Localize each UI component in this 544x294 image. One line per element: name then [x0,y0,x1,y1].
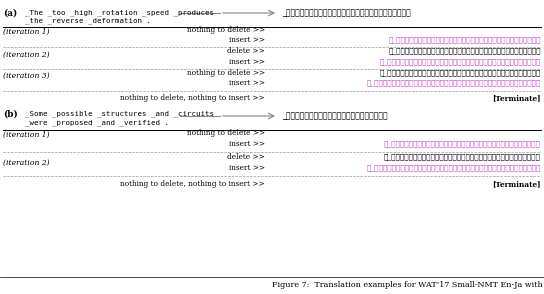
Text: insert >>: insert >> [229,36,265,44]
Text: 「_」「回転」「速度が」「すぎ」「ると」、「逆」「変形」「が生じる」「，」: 「_」「回転」「速度が」「すぎ」「ると」、「逆」「変形」「が生じる」「，」 [380,59,541,65]
Text: (iteration 2): (iteration 2) [3,159,50,167]
Text: nothing to delete >>: nothing to delete >> [187,129,265,137]
Text: 「_」「可能な」「構造」「回路」「回路」「を提案し」、「検証した」「，」: 「_」「可能な」「構造」「回路」「回路」「を提案し」、「検証した」「，」 [384,154,541,160]
Text: _The _too _high _rotation _speed _produces: _The _too _high _rotation _speed _produc… [25,9,214,16]
Text: 「_」「回転」「速度が」「高」「すぎ」「ると」、「逆」「変形」「が生じる」「，」: 「_」「回転」「速度が」「高」「すぎ」「ると」、「逆」「変形」「が生じる」「，」 [367,80,541,86]
Text: 「_」「可能な」「構造」「回路」「回路」「を提案し」、「検証した」「，」: 「_」「可能な」「構造」「回路」「回路」「を提案し」、「検証した」「，」 [384,141,541,147]
Text: Figure 7:  Translation examples for WAT’17 Small-NMT En-Ja with the Levenshtein : Figure 7: Translation examples for WAT’1… [272,281,544,289]
Text: [Terminate]: [Terminate] [492,180,541,188]
Text: [Terminate]: [Terminate] [492,94,541,102]
Text: _Some _possible _structures _and _circuits: _Some _possible _structures _and _circui… [25,110,214,117]
Text: (iteration 3): (iteration 3) [3,72,50,80]
Text: 「_」「回転」「速度が」「すぎ」「ると」、「逆」「変形」「が生じる」「，」: 「_」「回転」「速度が」「すぎ」「ると」、「逆」「変形」「が生じる」「，」 [380,70,541,76]
Text: insert >>: insert >> [229,58,265,66]
Text: nothing to delete, nothing to insert >>: nothing to delete, nothing to insert >> [120,180,265,188]
Text: 「_」「回転」「回転」「すぎ」「ると」「逆」「変形」「が生じる」「，」: 「_」「回転」「回転」「すぎ」「ると」「逆」「変形」「が生じる」「，」 [388,37,541,44]
Text: (iteration 2): (iteration 2) [3,51,50,59]
Text: 「_」「いくつかの」「可能な」「構造と」「回路」「を提案し」、「検証した」「，」: 「_」「いくつかの」「可能な」「構造と」「回路」「を提案し」、「検証した」「，」 [367,165,541,171]
Text: _the _reverse _deformation .: _the _reverse _deformation . [25,17,151,24]
Text: nothing to delete >>: nothing to delete >> [187,69,265,77]
Text: (iteration 1): (iteration 1) [3,131,50,139]
Text: delete >>: delete >> [227,47,265,55]
Text: delete >>: delete >> [227,153,265,161]
Text: nothing to delete, nothing to insert >>: nothing to delete, nothing to insert >> [120,94,265,102]
Text: 「_」「回転」「回転」「すぎ」「ると」「逆」「変形」「が生じる」「，」: 「_」「回転」「回転」「すぎ」「ると」「逆」「変形」「が生じる」「，」 [388,48,541,54]
Text: (b): (b) [3,109,18,118]
Text: (iteration 1): (iteration 1) [3,28,50,36]
Text: _were _proposed _and _verified .: _were _proposed _and _verified . [25,119,169,126]
Text: insert >>: insert >> [229,140,265,148]
Text: insert >>: insert >> [229,164,265,172]
Text: insert >>: insert >> [229,79,265,87]
Text: (a): (a) [3,9,17,18]
Text: _しかし，回転速度が大きすぎると，逆向きの変形が生じる。: _しかし，回転速度が大きすぎると，逆向きの変形が生じる。 [282,9,411,18]
Text: _いくつかの可能な構造と回路を提案し検証した。: _いくつかの可能な構造と回路を提案し検証した。 [282,111,388,121]
Text: nothing to delete >>: nothing to delete >> [187,26,265,34]
